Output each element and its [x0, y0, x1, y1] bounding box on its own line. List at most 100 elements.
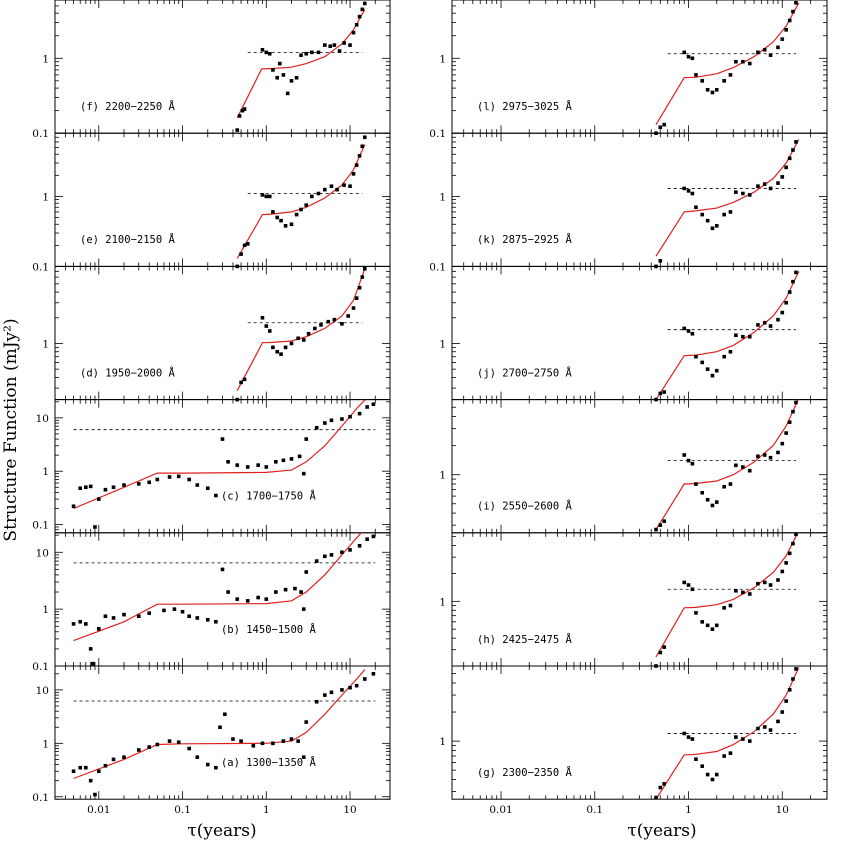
data-point	[240, 108, 245, 113]
data-point	[147, 745, 152, 749]
data-point	[734, 735, 738, 739]
data-point	[329, 418, 334, 423]
data-point	[187, 614, 191, 619]
data-point	[722, 484, 726, 489]
data-point	[658, 785, 663, 790]
panel-label: (b) 1450−1500 Å	[221, 623, 317, 636]
data-point	[271, 210, 275, 214]
panel-a: 10 1 0.1 (a) 1300−1350 Å 0.01 0.1 1 10	[32, 665, 391, 816]
data-point	[296, 739, 300, 743]
data-point	[314, 699, 319, 704]
data-point	[326, 319, 331, 324]
data-point	[780, 441, 785, 446]
panel-label: (f) 2200−2250 Å	[80, 100, 176, 113]
data-point	[734, 190, 738, 194]
data-point	[705, 772, 710, 777]
data-point	[747, 61, 752, 66]
data-point	[242, 377, 247, 382]
panel-frame	[451, 665, 828, 800]
data-point	[348, 414, 352, 419]
data-point	[289, 79, 294, 83]
data-point	[226, 590, 230, 594]
y-tick-label: 0.1	[32, 520, 49, 532]
data-point	[316, 50, 321, 55]
fit-curve	[655, 667, 800, 800]
data-point	[794, 532, 798, 537]
data-point	[787, 420, 792, 424]
data-point	[362, 1, 367, 6]
data-point	[329, 690, 334, 695]
data-point	[682, 731, 687, 736]
data-point	[734, 59, 738, 64]
data-point	[784, 431, 788, 435]
data-point	[329, 553, 334, 557]
data-point	[787, 551, 792, 556]
y-tick-label: 1	[439, 338, 446, 350]
data-point	[88, 647, 93, 651]
data-point	[722, 212, 726, 217]
data-point	[218, 725, 222, 730]
x-tick-label: 0.1	[174, 804, 191, 816]
data-point	[348, 685, 352, 690]
data-point	[690, 587, 695, 592]
data-point	[360, 275, 365, 279]
data-point	[205, 486, 210, 491]
data-point	[301, 755, 306, 759]
panel-frame	[54, 132, 391, 267]
data-point	[768, 728, 773, 732]
data-point	[776, 578, 780, 582]
data-point	[122, 483, 126, 487]
panel-b: 10 1 0.1 (b) 1450−1500 Å	[32, 532, 391, 673]
data-point	[791, 148, 795, 152]
data-point	[662, 390, 666, 394]
data-point	[794, 1, 798, 5]
data-point	[784, 300, 788, 305]
data-point	[267, 329, 272, 333]
panel-i: 1 (i) 2550−2600 Å	[439, 399, 828, 534]
data-point	[314, 426, 319, 430]
data-point	[686, 735, 691, 739]
data-point	[332, 43, 337, 47]
data-point	[762, 453, 767, 457]
data-point	[147, 611, 152, 615]
data-point	[714, 623, 719, 628]
data-point	[756, 726, 760, 731]
y-tick-label: 0.1	[429, 128, 446, 140]
data-point	[741, 590, 745, 595]
panel-frame	[54, 399, 391, 534]
data-point	[275, 75, 280, 80]
y-tick-label: 1	[42, 53, 49, 65]
data-point	[167, 739, 172, 743]
fit-curve	[655, 399, 799, 530]
data-point	[710, 90, 715, 95]
panel-label: (h) 2425−2475 Å	[477, 633, 573, 646]
data-point	[260, 741, 265, 746]
data-point	[371, 672, 376, 676]
panels-group: 1 0.1 (f) 2200−2250 Å 1 0.1 (e) 2100−2150 Å 1 (…	[32, 0, 828, 816]
y-tick-label: 1	[439, 191, 446, 203]
data-point	[223, 712, 227, 717]
panel-label: (l) 2975−3025 Å	[477, 100, 573, 113]
data-point	[167, 475, 172, 479]
data-point	[88, 484, 93, 489]
panel-j: 1 (j) 2700−2750 Å	[439, 265, 828, 402]
data-point	[371, 402, 376, 407]
data-point	[662, 782, 666, 786]
data-point	[103, 487, 108, 492]
data-point	[147, 480, 152, 485]
data-point	[340, 550, 344, 555]
data-point	[791, 9, 795, 14]
data-point	[756, 454, 760, 459]
data-point	[289, 457, 294, 461]
data-point	[304, 437, 309, 441]
data-point	[784, 561, 788, 565]
data-point	[741, 465, 745, 469]
data-point	[728, 210, 733, 214]
fit-curve	[236, 144, 366, 259]
data-point	[289, 222, 294, 227]
data-point	[794, 667, 798, 671]
data-point	[337, 49, 342, 53]
data-point	[776, 317, 780, 322]
data-point	[155, 742, 160, 747]
data-point	[304, 720, 309, 724]
